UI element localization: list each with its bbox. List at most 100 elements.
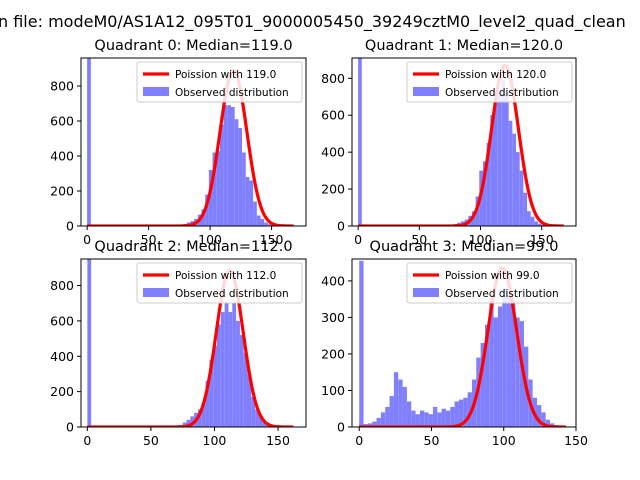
histogram-bar	[486, 142, 491, 226]
histogram-bar	[238, 128, 243, 226]
histogram-bar	[243, 352, 248, 427]
histogram-bar	[545, 419, 550, 427]
y-tick-label: 200	[50, 384, 74, 399]
histogram-bar	[419, 410, 425, 427]
x-tick-label: 50	[411, 232, 427, 247]
histogram-bar	[256, 215, 261, 226]
histogram-bar	[493, 317, 498, 427]
histogram-bar	[515, 317, 520, 427]
legend: Poission with 120.0 Observed distribution	[406, 61, 573, 103]
y-tick-label: 0	[337, 420, 345, 435]
histogram-bar	[406, 401, 412, 427]
y-tick-label: 800	[321, 71, 345, 86]
histogram-bar	[262, 421, 267, 427]
plot-area	[86, 58, 295, 226]
histogram-bar	[489, 299, 494, 427]
y-tick-label: 300	[321, 310, 345, 325]
histogram-bar	[490, 115, 494, 226]
poisson-curve	[86, 68, 295, 226]
histogram-bar	[182, 422, 187, 427]
histogram-bar	[428, 414, 433, 427]
histogram-bar-zero	[87, 58, 91, 226]
histogram-bar	[208, 170, 213, 226]
x-tick-label: 150	[530, 232, 554, 247]
histogram-bar	[519, 321, 524, 427]
x-tick-label: 0	[354, 232, 362, 247]
poisson-curve	[357, 63, 565, 226]
legend-box	[136, 61, 303, 103]
subplot-quadrant-1: 0 50 100 150 0 200 400 600 800 Quadrant 1: Median…	[321, 38, 577, 247]
histogram-bar	[228, 312, 233, 427]
histogram-bar	[523, 192, 528, 226]
y-tick-label: 400	[50, 149, 74, 164]
x-tick-label: 100	[198, 232, 222, 247]
histogram-bar	[475, 196, 480, 226]
histogram-bar	[219, 124, 224, 226]
x-tick-label: 100	[492, 433, 516, 448]
histogram-bar	[247, 373, 252, 427]
histogram-bar	[380, 412, 386, 427]
y-tick-label: 400	[50, 349, 74, 364]
histogram-bar	[376, 417, 381, 427]
legend-patch-swatch	[413, 288, 439, 297]
histogram-bar	[217, 324, 221, 427]
histogram-bar	[506, 295, 511, 427]
legend-entry-observed: Observed distribution	[175, 288, 289, 300]
axes-frame	[80, 258, 307, 428]
histogram-bar	[432, 406, 438, 427]
histogram-bar	[497, 93, 502, 226]
x-tick-label: 150	[260, 232, 284, 247]
histogram-bar	[398, 379, 403, 427]
axes-frame	[80, 57, 307, 227]
histogram-bar	[223, 105, 228, 226]
histogram-bar	[482, 161, 487, 226]
histogram-bar	[255, 409, 259, 427]
histogram-bar	[450, 406, 455, 427]
subplot-title: Quadrant 3: Median=99.0	[370, 239, 559, 255]
histogram-bar	[205, 194, 209, 226]
histogram-bar	[201, 402, 206, 427]
histogram-bar	[501, 80, 506, 226]
histogram-bar-zero	[359, 260, 364, 427]
histogram-bar	[245, 177, 250, 226]
histogram-bar	[197, 409, 202, 427]
histogram-bar	[372, 421, 377, 427]
x-tick-label: 50	[424, 433, 440, 448]
histogram-bar	[213, 345, 218, 427]
histogram-bar	[224, 303, 229, 427]
histogram-bar	[505, 93, 509, 226]
histogram-bar	[251, 396, 256, 427]
y-tick-label: 600	[50, 313, 74, 328]
x-tick-label: 50	[141, 232, 157, 247]
poisson-curve	[86, 268, 295, 427]
plot-area	[358, 260, 567, 427]
histogram-bar	[424, 412, 429, 427]
y-tick-label: 200	[321, 346, 345, 361]
histogram-bar	[516, 152, 520, 226]
legend-entry-poisson: Poission with 112.0	[175, 270, 276, 282]
histogram-bar	[249, 180, 254, 226]
legend-patch-swatch	[143, 87, 169, 96]
histogram-bar	[467, 392, 472, 427]
histogram-bar	[541, 412, 546, 427]
histogram-bar	[220, 312, 225, 427]
subplot-quadrant-3: 0 50 100 150 0 100 200 300 400 Quadrant 3: Median…	[321, 239, 588, 448]
figure-suptitle: n file: modeM0/AS1A12_095T01_9000005450_…	[0, 12, 626, 32]
x-tick-label: 0	[83, 433, 91, 448]
histogram-bar	[441, 408, 446, 427]
legend-box	[136, 262, 303, 304]
subplot-quadrant-2: 0 50 100 150 0 200 400 600 800 Quadrant 2: Median…	[50, 239, 307, 448]
histogram-bar	[510, 302, 516, 427]
histogram-bar	[527, 211, 531, 226]
y-tick-label: 400	[321, 145, 345, 160]
histogram-bar	[260, 219, 265, 226]
histogram-bar	[212, 152, 217, 226]
axes-frame	[351, 258, 577, 428]
histogram-bar	[512, 133, 517, 226]
histogram-bar	[502, 288, 507, 427]
legend-entry-observed: Observed distribution	[445, 288, 559, 300]
histogram-bar	[227, 105, 231, 226]
legend-patch-swatch	[413, 87, 439, 96]
histogram-bar	[385, 406, 390, 427]
